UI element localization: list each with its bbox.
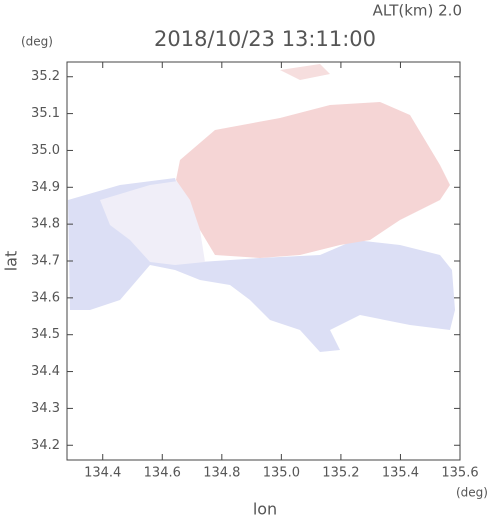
x-tick-label: 135.6: [441, 466, 478, 481]
x-tick-label: 134.8: [203, 466, 240, 481]
radar-field: [68, 64, 455, 352]
x-tick-label: 135.0: [263, 466, 300, 481]
y-axis-label: lat: [2, 251, 21, 272]
y-tick-label: 35.2: [31, 69, 60, 84]
y-tick-label: 34.5: [31, 327, 60, 342]
subtitle: ALT(km) 2.0: [373, 2, 462, 20]
y-tick-label: 34.3: [31, 401, 60, 416]
y-unit: (deg): [21, 35, 53, 49]
y-tick-label: 34.2: [31, 438, 60, 453]
y-tick-label: 34.7: [31, 254, 60, 269]
y-tick-label: 35.0: [31, 143, 60, 158]
x-tick-label: 134.6: [144, 466, 181, 481]
red-region: [176, 102, 450, 258]
y-tick-label: 35.1: [31, 106, 60, 121]
x-tick-label: 135.2: [322, 466, 359, 481]
x-tick-label: 134.4: [84, 466, 121, 481]
red-patch: [280, 64, 330, 80]
x-tick-label: 135.4: [382, 466, 419, 481]
white-region: [100, 180, 205, 265]
x-unit: (deg): [456, 486, 488, 500]
x-axis-label: lon: [253, 500, 277, 519]
y-tick-label: 34.9: [31, 180, 60, 195]
y-tick-label: 34.4: [31, 364, 60, 379]
y-tick-label: 34.8: [31, 217, 60, 232]
y-tick-label: 34.6: [31, 290, 60, 305]
chart-title: 2018/10/23 13:11:00: [154, 27, 376, 51]
